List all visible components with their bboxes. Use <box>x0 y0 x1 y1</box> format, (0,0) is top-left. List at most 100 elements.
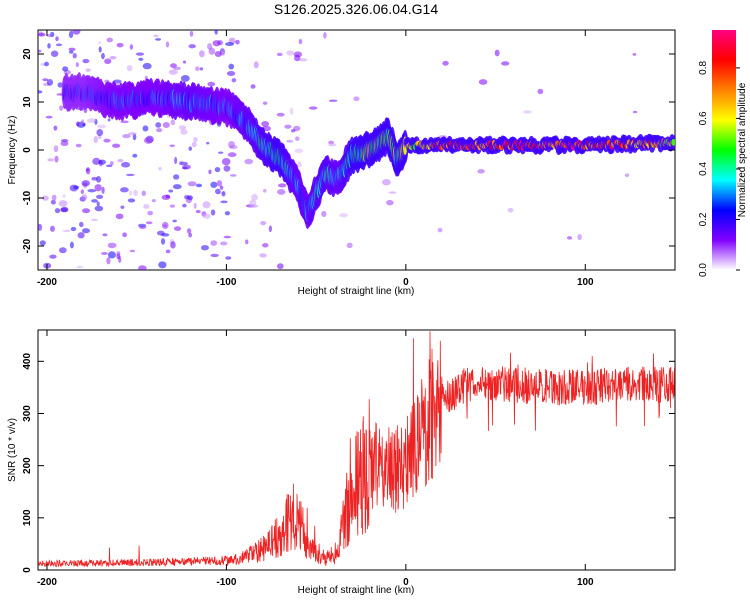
spectrogram-noise-cell <box>225 42 234 47</box>
spectrogram-noise-cell <box>210 240 218 246</box>
spectrogram-noise-cell <box>126 173 135 177</box>
spectrogram-noise-cell <box>54 208 61 214</box>
spectrogram-noise-cell <box>50 225 55 232</box>
spectrogram-noise-cell <box>173 66 181 70</box>
spectrogram-noise-cell <box>107 251 116 259</box>
spectrogram-noise-cell <box>170 119 176 126</box>
spectrogram-noise-cell <box>38 32 46 37</box>
spectrogram-noise-cell <box>98 46 102 53</box>
spectrogram-noise-cell <box>94 205 104 212</box>
colorbar-label: Normalized spectral amplitude <box>737 82 748 217</box>
spectrogram-noise-cell <box>220 241 228 246</box>
spectrogram-noise-cell <box>245 239 249 245</box>
spectrogram-noise-cell <box>170 241 176 249</box>
spectrogram-noise-cell <box>308 106 318 110</box>
spectrogram-noise-cell <box>188 146 193 151</box>
spectrogram-noise-cell <box>172 219 177 223</box>
spectrogram-noise-cell <box>82 58 90 64</box>
spectrogram-noise-cell <box>223 165 231 172</box>
spectrogram-noise-cell <box>58 247 67 254</box>
spectrogram-noise-cell <box>294 148 304 153</box>
spectrogram-y-tick-label: -10 <box>22 190 33 205</box>
spectrogram-noise-cell <box>251 193 258 201</box>
spectrogram-noise-cell <box>143 204 150 209</box>
spectrogram-noise-cell <box>262 101 268 105</box>
spectrogram-noise-cell <box>328 99 338 102</box>
spectrogram-noise-cell <box>132 153 138 158</box>
spectrogram-noise-cell <box>212 40 221 47</box>
spectrogram-noise-cell <box>156 128 163 133</box>
spectrogram-noise-cell <box>566 236 573 240</box>
spectrogram-noise-cell <box>60 206 69 213</box>
spectrogram-noise-cell <box>537 88 544 95</box>
spectrogram-noise-cell <box>284 124 292 129</box>
spectrogram-marks <box>38 30 675 270</box>
spectrogram-noise-cell <box>223 235 231 239</box>
spectrogram-noise-cell <box>228 141 235 148</box>
spectrogram-y-tick-label: -20 <box>22 238 33 253</box>
spectrogram-noise-cell <box>200 245 209 251</box>
spectrogram-noise-cell <box>187 195 193 201</box>
spectrogram-noise-cell <box>72 30 81 35</box>
spectrogram-noise-cell <box>289 107 294 115</box>
spectrogram-ridge-core <box>671 138 675 146</box>
spectrogram-noise-cell <box>68 50 74 54</box>
spectrogram-noise-cell <box>102 233 108 237</box>
spectrogram-noise-cell <box>386 199 394 206</box>
spectrogram-noise-cell <box>169 63 177 68</box>
spectrogram-noise-cell <box>62 194 66 198</box>
spectrogram-noise-cell <box>116 251 121 256</box>
spectrogram-noise-cell <box>259 253 267 258</box>
spectrogram-noise-cell <box>180 129 188 135</box>
spectrogram-noise-cell <box>139 226 147 229</box>
spectrogram-noise-cell <box>226 70 236 76</box>
spectrogram-noise-cell <box>163 224 168 228</box>
spectrogram-noise-cell <box>577 234 582 241</box>
spectrogram-noise-cell <box>214 166 221 173</box>
spectrogram-noise-cell <box>96 128 104 137</box>
spectrogram-noise-cell <box>186 228 192 234</box>
spectrogram-noise-cell <box>126 64 133 72</box>
spectrogram-noise-cell <box>202 213 211 219</box>
spectrogram-noise-cell <box>262 242 269 248</box>
spectrogram-noise-cell <box>290 129 296 133</box>
spectrogram-noise-cell <box>70 226 77 232</box>
spectrogram-noise-cell <box>624 173 630 177</box>
spectrogram-noise-cell <box>96 194 104 199</box>
spectrogram-noise-cell <box>91 218 98 222</box>
spectrogram-noise-cell <box>339 213 348 218</box>
spectrogram-noise-cell <box>42 78 49 82</box>
spectrogram-noise-cell <box>62 229 71 233</box>
spectrogram-noise-cell <box>165 249 171 254</box>
spectrogram-y-axis-label: Frequency (Hz) <box>7 116 18 185</box>
spectrogram-noise-cell <box>44 61 50 67</box>
spectrogram-noise-cell <box>98 41 102 44</box>
spectrogram-noise-cell <box>82 208 91 214</box>
spectrogram-noise-cell <box>106 164 113 168</box>
spectrogram-noise-cell <box>235 39 240 45</box>
spectrogram-noise-cell <box>129 190 133 196</box>
snr-y-axis-label: SNR (10 * v/v) <box>7 418 18 482</box>
spectrogram-noise-cell <box>199 67 204 71</box>
spectrogram-noise-cell <box>328 143 337 147</box>
spectrogram-noise-cell <box>120 120 129 124</box>
spectrogram-noise-cell <box>277 263 284 270</box>
snr-ticks: -200 -100 0 100 0 100 200 300 400 <box>22 330 675 588</box>
spectrogram-y-tick-label: 20 <box>22 48 33 60</box>
spectrogram-noise-cell <box>263 188 267 193</box>
spectrogram-noise-cell <box>115 213 124 220</box>
spectrogram-noise-cell <box>156 230 165 236</box>
spectrogram-noise-cell <box>120 205 125 209</box>
spectrogram-noise-cell <box>117 158 124 163</box>
spectrogram-x-tick-label: -100 <box>216 277 236 288</box>
spectrogram-noise-cell <box>85 167 91 175</box>
spectrogram-noise-cell <box>214 51 222 58</box>
spectrogram-noise-cell <box>298 58 308 62</box>
spectrogram-noise-cell <box>76 121 80 127</box>
spectrogram-noise-cell <box>97 124 107 129</box>
spectrogram-noise-cell <box>208 47 216 55</box>
spectrogram-noise-cell <box>195 209 201 214</box>
colorbar-ticks: 0.0 0.2 0.4 0.6 0.8 <box>698 61 740 277</box>
spectrogram-noise-cell <box>168 69 178 75</box>
